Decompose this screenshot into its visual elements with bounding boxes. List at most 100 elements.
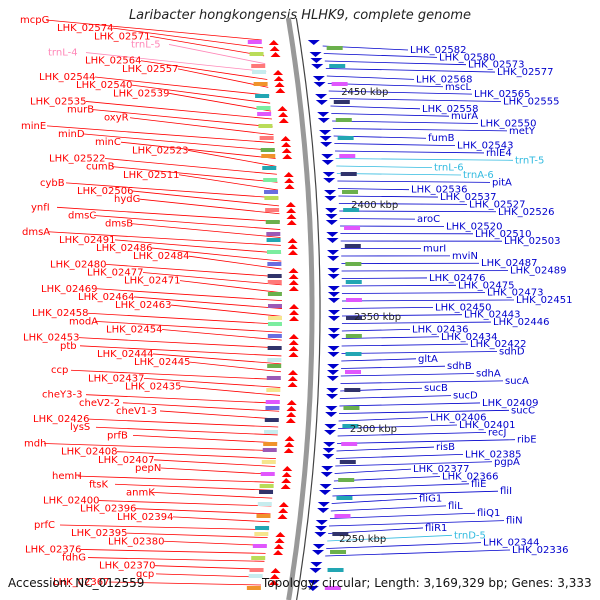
- reverse-gene-mark: [307, 40, 320, 45]
- gene-label-right: sucB: [424, 383, 448, 394]
- category-mark: [264, 418, 279, 422]
- gene-label-right: murA: [451, 111, 478, 122]
- leader-line: [326, 75, 415, 80]
- reverse-gene-mark: [315, 94, 328, 99]
- category-mark: [267, 280, 282, 284]
- forward-gene-mark: [268, 580, 279, 585]
- forward-gene-mark: [275, 532, 286, 537]
- gene-label-right: LHK_02503: [504, 236, 560, 247]
- gene-label-right: LHK_02450: [435, 302, 491, 313]
- leader-line: [330, 105, 421, 110]
- gene-label-left: dmsC: [68, 210, 96, 221]
- reverse-gene-mark: [315, 100, 328, 105]
- reverse-gene-mark: [312, 76, 325, 81]
- category-mark: [257, 502, 272, 506]
- gene-label-left: LHK_02477: [87, 267, 143, 278]
- gene-label-left: minD: [58, 129, 85, 140]
- gene-label-right: sdhD: [499, 346, 525, 357]
- leader-line: [187, 149, 277, 167]
- category-mark: [259, 490, 274, 494]
- category-mark: [262, 166, 277, 170]
- gene-label-left: LHK_02458: [32, 308, 88, 319]
- category-mark: [345, 280, 362, 284]
- gene-label-left: LHK_02400: [43, 496, 99, 507]
- category-mark: [334, 514, 351, 518]
- gene-label-right: gltA: [418, 354, 438, 365]
- gene-label-right: LHK_02436: [412, 324, 468, 335]
- category-mark: [258, 124, 273, 128]
- forward-gene-mark: [280, 136, 291, 141]
- category-mark: [326, 46, 343, 50]
- category-mark: [339, 460, 356, 464]
- forward-gene-mark: [288, 280, 299, 285]
- leader-line: [341, 321, 492, 324]
- leader-line: [336, 446, 435, 452]
- gene-label-left: mcpG: [20, 15, 49, 26]
- gene-label-right: metY: [509, 126, 536, 137]
- gene-label-left: lysS: [70, 422, 90, 433]
- gene-label-right: fliG1: [419, 494, 442, 505]
- gene-label-left: cheY3-3: [42, 390, 82, 401]
- leader-line: [161, 329, 282, 341]
- leader-line: [340, 380, 504, 384]
- category-mark: [266, 232, 281, 236]
- category-mark: [344, 226, 361, 230]
- reverse-gene-mark: [324, 430, 337, 435]
- reverse-gene-mark: [323, 442, 336, 447]
- category-mark: [265, 406, 280, 410]
- reverse-gene-mark: [320, 472, 333, 477]
- leader-line: [152, 353, 282, 365]
- forward-gene-mark: [269, 46, 280, 51]
- gene-label-right: fliQ1: [477, 508, 500, 519]
- gene-label-right: sdhA: [476, 369, 501, 380]
- forward-gene-mark: [284, 442, 295, 447]
- leader-line: [120, 141, 276, 159]
- gene-label-left: cybB: [40, 178, 65, 189]
- gene-label-left: LHK_02574: [57, 23, 113, 34]
- leader-line: [329, 520, 505, 527]
- category-mark: [247, 40, 262, 44]
- gene-label-left: LHK_02540: [76, 80, 132, 91]
- forward-gene-mark: [288, 250, 299, 255]
- leader-line: [178, 174, 279, 191]
- forward-gene-mark: [281, 142, 292, 147]
- backbone: [285, 17, 321, 600]
- reverse-gene-mark: [321, 466, 334, 471]
- category-mark: [259, 136, 274, 140]
- forward-gene-mark: [286, 220, 297, 225]
- leader-line: [341, 277, 428, 279]
- gene-label-left: oxyR: [104, 113, 129, 124]
- reverse-gene-mark: [315, 526, 328, 531]
- reverse-gene-mark: [322, 448, 335, 453]
- forward-gene-mark: [268, 40, 279, 45]
- category-mark: [336, 496, 353, 500]
- leader-line: [341, 351, 498, 354]
- reverse-gene-mark: [325, 214, 338, 219]
- category-mark: [343, 208, 360, 212]
- forward-gene-mark: [278, 502, 289, 507]
- reverse-gene-mark: [327, 346, 340, 351]
- leader-line: [335, 158, 514, 161]
- reverse-gene-mark: [319, 136, 332, 141]
- forward-gene-mark: [288, 268, 299, 273]
- leader-line: [114, 239, 282, 254]
- leader-line: [341, 358, 417, 362]
- leader-line: [332, 128, 508, 132]
- category-mark: [246, 586, 261, 590]
- gene-label-left: LHK_02469: [41, 284, 97, 295]
- category-mark: [335, 118, 352, 122]
- reverse-gene-mark: [322, 172, 335, 177]
- gene-label-left: LHK_02480: [50, 259, 106, 270]
- category-mark: [249, 568, 264, 572]
- category-mark: [251, 64, 266, 68]
- leader-line: [337, 439, 516, 444]
- category-mark: [265, 220, 280, 224]
- forward-gene-mark: [288, 334, 299, 339]
- scale-label: 2400 kbp: [351, 200, 398, 211]
- gene-label-left: LHK_02380: [108, 536, 164, 547]
- reverse-gene-mark: [325, 406, 338, 411]
- forward-gene-mark: [286, 400, 297, 405]
- gene-label-right: fliN: [506, 516, 523, 527]
- gene-label-left: LHK_02463: [115, 300, 171, 311]
- reverse-gene-mark: [313, 82, 326, 87]
